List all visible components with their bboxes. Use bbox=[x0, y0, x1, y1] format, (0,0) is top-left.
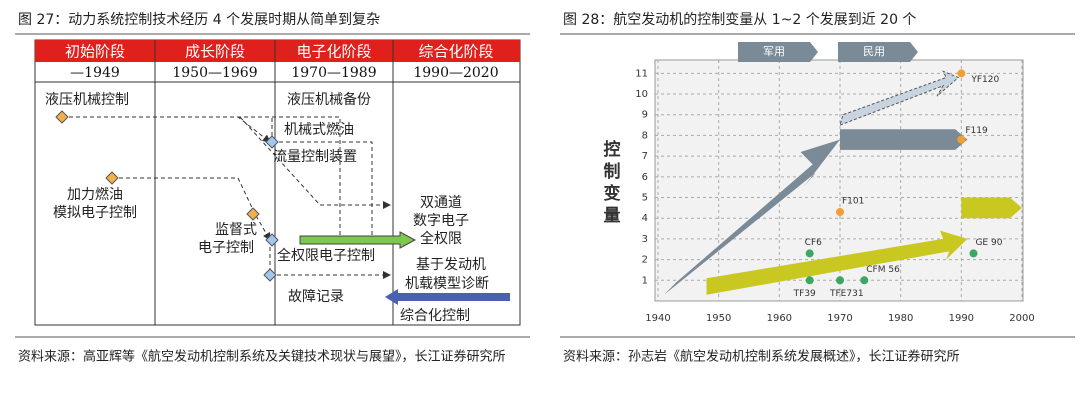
label: 故障记录 bbox=[288, 289, 344, 305]
point-label: F119 bbox=[965, 126, 988, 136]
x-tick-label: 2000 bbox=[1009, 313, 1034, 324]
header: 电子化阶段 bbox=[296, 43, 371, 61]
banner bbox=[738, 42, 818, 62]
label: 监督式 bbox=[215, 222, 257, 238]
point bbox=[957, 69, 966, 78]
source: 资料来源：高亚辉等《航空发动机控制系统及关键技术现状与展望》，长江证券研究所 bbox=[18, 349, 506, 365]
period: 1950—1969 bbox=[172, 65, 257, 81]
point bbox=[805, 276, 814, 285]
header-row bbox=[35, 40, 520, 62]
label: 数字电子 bbox=[413, 213, 469, 229]
point bbox=[836, 208, 844, 217]
arrow bbox=[839, 70, 960, 126]
label: 液压机械控制 bbox=[45, 92, 129, 108]
right-panel: 图 28：航空发动机的控制变量从 1~2 个发展到近 20 个 资料来源：孙志岩… bbox=[560, 12, 1075, 365]
label: 综合化控制 bbox=[400, 308, 470, 324]
point-label: CF6 bbox=[805, 238, 822, 248]
left-panel: 图 27：动力系统控制技术经历 4 个发展时期从简单到复杂 初始阶段 成长阶段 … bbox=[15, 11, 530, 365]
y-axis-label: 量 bbox=[604, 205, 621, 226]
label: 模拟电子控制 bbox=[53, 205, 137, 221]
point-label: CFM 56 bbox=[866, 265, 900, 275]
x-tick-label: 1950 bbox=[706, 313, 731, 324]
y-tick-label: 10 bbox=[635, 89, 648, 100]
point bbox=[836, 276, 844, 285]
header: 初始阶段 bbox=[65, 43, 125, 61]
point-label: TF39 bbox=[793, 289, 816, 299]
label: 电子控制 bbox=[198, 240, 254, 256]
y-tick-label: 2 bbox=[642, 255, 648, 266]
source: 资料来源：孙志岩《航空发动机控制系统发展概述》，长江证券研究所 bbox=[563, 349, 960, 365]
period: 1990—2020 bbox=[413, 65, 498, 81]
y-axis-label: 控 bbox=[604, 139, 621, 160]
banner bbox=[838, 42, 918, 62]
y-axis-label: 变 bbox=[604, 183, 621, 204]
arrow bbox=[664, 139, 840, 295]
label: 机载模型诊断 bbox=[405, 276, 489, 292]
labels: 液压机械控制 液压机械备份 机械式燃油 流量控制装置 加力燃油 模拟电子控制 双… bbox=[45, 91, 489, 324]
banner-label: 民用 bbox=[863, 45, 885, 58]
label: 加力燃油 bbox=[67, 186, 123, 203]
label: 全权限 bbox=[420, 230, 462, 247]
point bbox=[969, 249, 978, 258]
periods: —1949 1950—1969 1970—1989 1990—2020 bbox=[70, 65, 498, 81]
x-tick-label: 1960 bbox=[767, 313, 792, 324]
label: 液压机械备份 bbox=[287, 91, 371, 108]
period: 1970—1989 bbox=[291, 65, 376, 81]
table bbox=[34, 39, 521, 326]
label: 基于发动机 bbox=[416, 256, 486, 273]
figure-title: 图 27：动力系统控制技术经历 4 个发展时期从简单到复杂 bbox=[18, 11, 380, 28]
arrow bbox=[961, 197, 1022, 219]
y-tick-label: 11 bbox=[635, 68, 648, 79]
header: 综合化阶段 bbox=[418, 43, 493, 61]
arrow bbox=[385, 289, 510, 305]
nodes bbox=[55, 110, 260, 221]
y-tick-label: 4 bbox=[642, 213, 648, 224]
arrow bbox=[299, 231, 417, 249]
y-tick-label: 5 bbox=[642, 193, 648, 204]
label: 双通道 bbox=[420, 195, 462, 211]
arrow bbox=[706, 230, 968, 295]
label: 全权限电子控制 bbox=[277, 247, 375, 264]
point-label: YF120 bbox=[970, 75, 999, 85]
headers: 初始阶段 成长阶段 电子化阶段 综合化阶段 bbox=[65, 43, 494, 61]
point-label: TFE731 bbox=[829, 289, 864, 299]
label: 流量控制装置 bbox=[273, 149, 357, 165]
x-tick-label: 1940 bbox=[645, 313, 670, 324]
y-tick-label: 7 bbox=[642, 151, 648, 162]
x-tick-label: 1970 bbox=[827, 313, 852, 324]
y-tick-label: 8 bbox=[642, 130, 648, 141]
y-tick-label: 6 bbox=[642, 172, 648, 183]
figure-title: 图 28：航空发动机的控制变量从 1~2 个发展到近 20 个 bbox=[563, 12, 916, 28]
point-label: F101 bbox=[842, 197, 864, 207]
nodes bbox=[263, 135, 279, 282]
banner-label: 军用 bbox=[763, 45, 785, 58]
label: 机械式燃油 bbox=[284, 121, 354, 138]
y-tick-label: 1 bbox=[642, 275, 648, 286]
column-lines bbox=[154, 40, 394, 325]
x-tick-label: 1990 bbox=[949, 313, 974, 324]
period: —1949 bbox=[70, 65, 120, 81]
point-label: GE 90 bbox=[975, 238, 1002, 248]
point bbox=[805, 249, 814, 258]
x-tick-label: 1980 bbox=[888, 313, 913, 324]
y-tick-label: 3 bbox=[642, 234, 648, 245]
y-tick-label: 9 bbox=[642, 110, 648, 121]
arrow bbox=[840, 129, 968, 150]
point bbox=[860, 276, 869, 285]
header: 成长阶段 bbox=[185, 43, 245, 61]
y-axis-label: 制 bbox=[604, 161, 621, 182]
point bbox=[957, 135, 966, 144]
